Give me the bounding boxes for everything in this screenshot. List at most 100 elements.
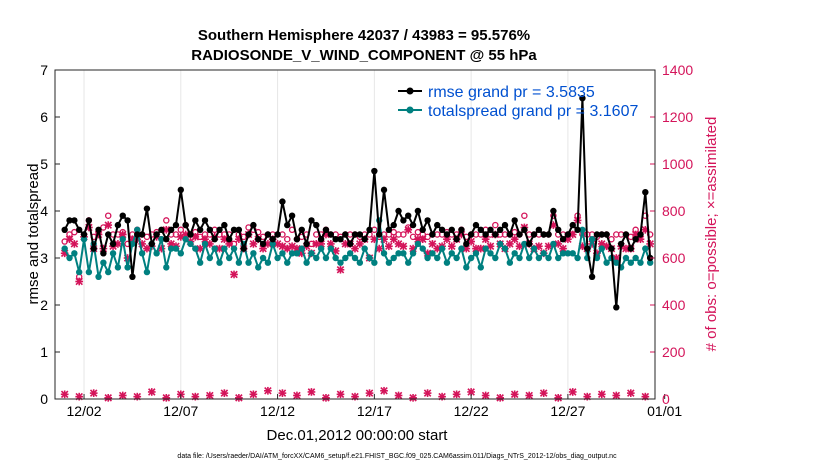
rmse-point [501, 221, 509, 229]
legend: rmse grand pr = 3.5835 totalspread grand… [398, 84, 638, 120]
obs-possible-point [284, 235, 291, 243]
rmse-point [167, 226, 175, 233]
rmse-point [525, 240, 533, 248]
totalspread-point [124, 264, 131, 271]
rmse-point [351, 231, 359, 238]
x-tick-label: 12/07 [163, 403, 198, 419]
totalspread-point [134, 226, 141, 233]
footer-data-file: data file: /Users/raeder/DAI/ATM_forcXX/… [177, 453, 617, 460]
chart-title-line2: RADIOSONDE_V_WIND_COMPONENT @ 55 hPa [191, 47, 537, 64]
rmse-point [66, 217, 73, 224]
rmse-point [124, 217, 131, 224]
rmse-point [535, 226, 543, 233]
obs-count-bottom-point [510, 390, 519, 399]
totalspread-point [400, 250, 407, 257]
obs-count-bottom-point [205, 391, 214, 400]
totalspread-point [264, 259, 272, 266]
obs-assimilated-point [418, 235, 427, 244]
rmse-point [148, 240, 155, 248]
totalspread-point [114, 264, 122, 271]
obs-assimilated-point [404, 225, 413, 234]
totalspread-point [196, 259, 204, 266]
obs-count-bottom-point [423, 389, 432, 397]
obs-possible-point [177, 226, 185, 234]
rmse-point [346, 240, 354, 248]
rmse-point [134, 231, 141, 238]
obs-assimilated-point [326, 240, 335, 248]
rmse-point [230, 226, 238, 233]
totalspread-point [235, 259, 243, 266]
obs-assimilated-point [447, 242, 456, 251]
y-left-tick-label: 7 [40, 62, 48, 78]
totalspread-point [579, 226, 586, 233]
totalspread-point [632, 254, 639, 262]
rmse-point [356, 231, 364, 238]
totalspread-point [424, 254, 431, 262]
totalspread-point [172, 245, 180, 252]
rmse-point [637, 231, 644, 238]
totalspread-point [192, 245, 199, 252]
rmse-point [177, 186, 185, 194]
x-tick-label: 12/27 [550, 403, 585, 419]
legend-rmse-label: rmse grand pr = 3.5835 [428, 84, 595, 101]
totalspread-point [100, 259, 107, 266]
y-left-tick-label: 4 [40, 203, 48, 219]
obs-count-bottom-point [568, 388, 577, 396]
obs-count-bottom-point [496, 393, 505, 402]
x-axis-label: Dec.01,2012 00:00:00 start [267, 427, 449, 444]
rmse-point [642, 189, 649, 196]
totalspread-point [129, 240, 136, 248]
totalspread-point [453, 254, 460, 262]
rmse-point [390, 221, 397, 229]
rmse-point [192, 217, 199, 224]
rmse-point [555, 226, 562, 233]
rmse-point [414, 207, 422, 215]
totalspread-point [225, 254, 233, 262]
totalspread-point [206, 254, 214, 262]
totalspread-point [61, 245, 68, 252]
rmse-point [366, 226, 373, 233]
rmse-point [332, 236, 339, 243]
rmse-point [313, 221, 320, 229]
totalspread-point [182, 236, 189, 243]
totalspread-point [313, 254, 320, 262]
rmse-point [375, 231, 383, 238]
rmse-point [588, 273, 596, 280]
rmse-point [100, 250, 107, 257]
rmse-point [225, 236, 233, 243]
rmse-point [593, 231, 601, 238]
obs-count-bottom-point [365, 389, 374, 397]
totalspread-point [521, 240, 528, 248]
rmse-point [506, 231, 514, 238]
y-right-tick-label: 0 [662, 391, 670, 407]
totalspread-point [550, 240, 557, 248]
totalspread-point [588, 236, 596, 243]
rmse-point [138, 231, 146, 238]
rmse-point [545, 231, 552, 238]
obs-count-bottom-point [626, 389, 635, 397]
totalspread-point [613, 259, 620, 266]
totalspread-point [293, 250, 301, 257]
totalspread-point [496, 240, 504, 248]
rmse-point [75, 226, 83, 233]
obs-count-bottom-point [481, 391, 490, 400]
y-right-tick-label: 400 [662, 297, 686, 313]
x-tick-label: 12/12 [260, 403, 295, 419]
rmse-point [371, 167, 378, 175]
obs-possible-point [492, 221, 499, 229]
rmse-point [327, 231, 335, 238]
obs-assimilated-point [443, 235, 451, 244]
rmse-point [516, 231, 523, 238]
obs-count-bottom-point [525, 391, 534, 400]
totalspread-point [506, 259, 514, 266]
x-tick-label: 12/22 [454, 403, 489, 419]
rmse-point [259, 240, 267, 248]
rmse-point [472, 221, 480, 229]
y-left-tick-label: 1 [40, 344, 48, 360]
rmse-point [288, 212, 296, 219]
rmse-point [153, 231, 160, 238]
rmse-point [617, 240, 625, 248]
rmse-point [119, 212, 126, 219]
rmse-point [492, 231, 499, 238]
totalspread-point [501, 245, 509, 252]
